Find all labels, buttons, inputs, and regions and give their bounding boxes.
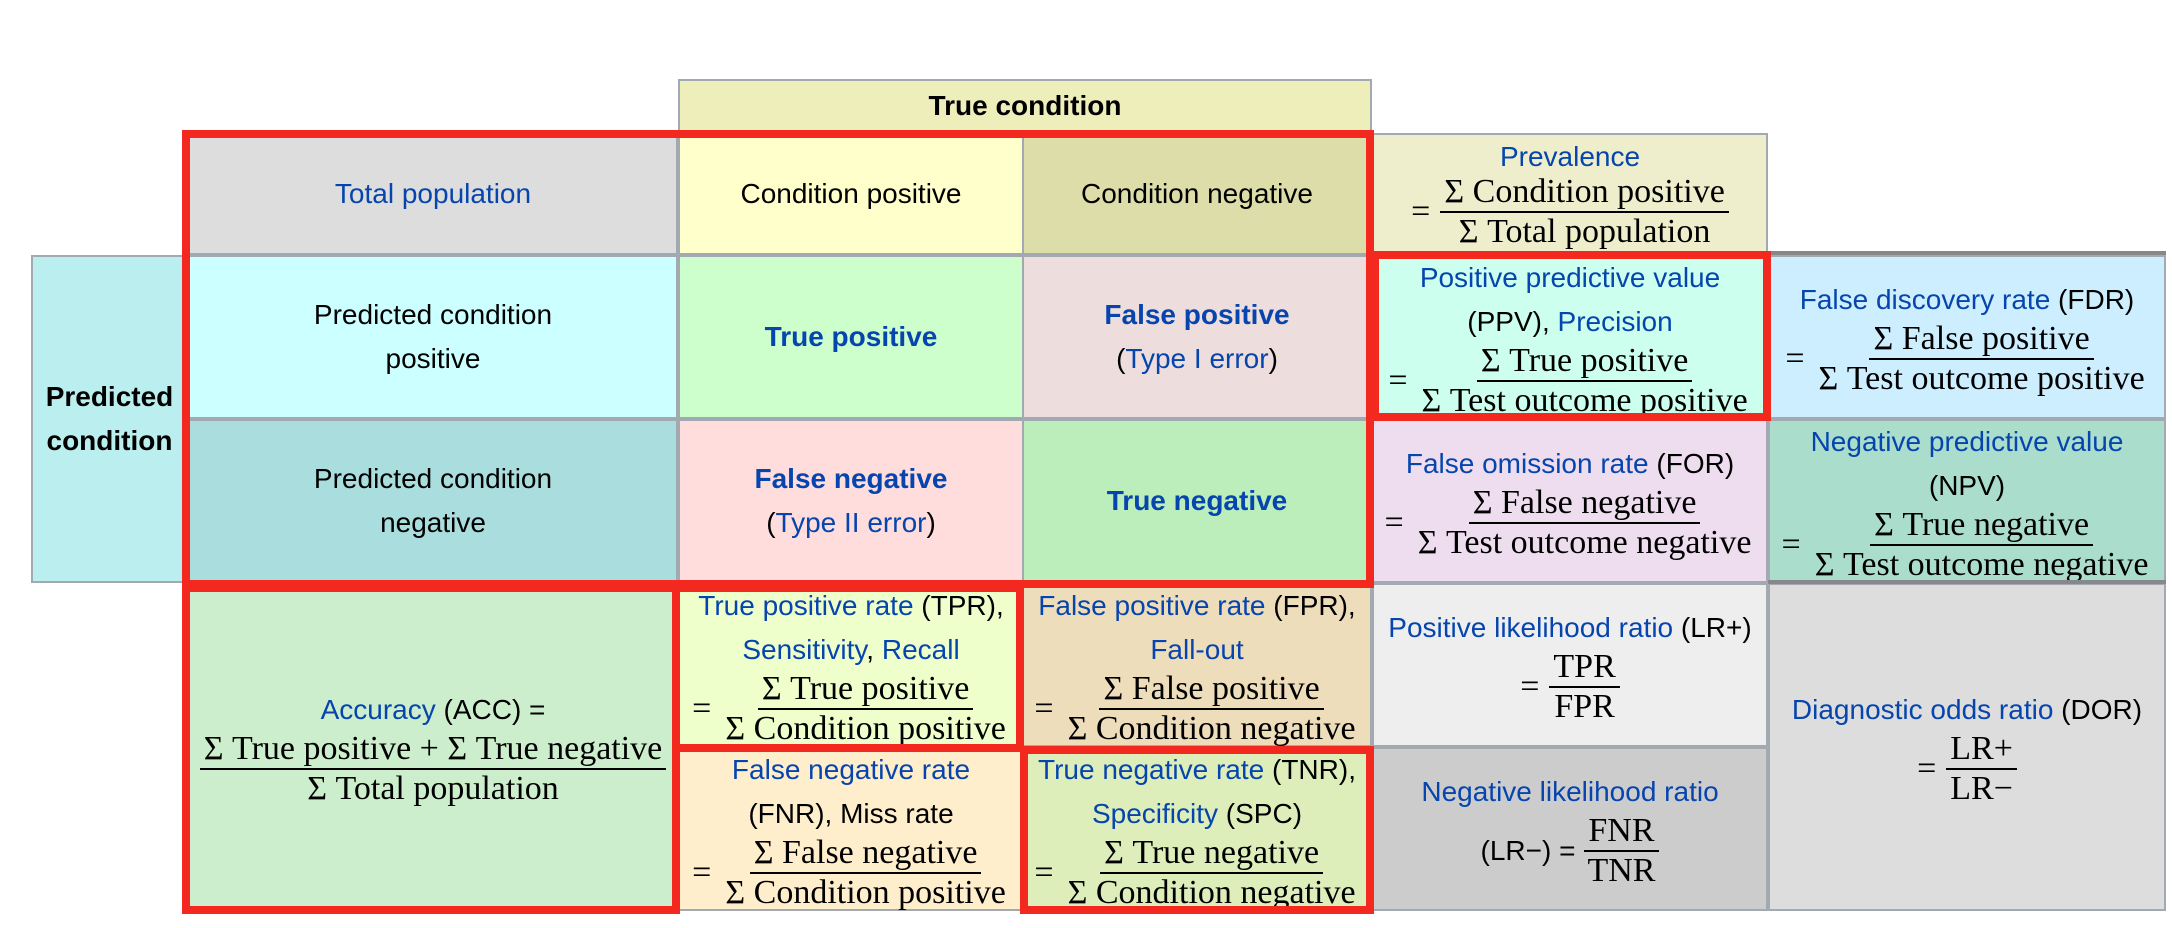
prevalence-cell: Prevalence = Σ Condition positive Σ Tota… xyxy=(1372,133,1768,255)
condition-negative-cell: Condition negative xyxy=(1022,133,1372,255)
lr-positive-link[interactable]: Positive likelihood ratio xyxy=(1388,612,1674,643)
fpr-link[interactable]: False positive rate xyxy=(1038,590,1266,621)
tpr-link[interactable]: True positive rate xyxy=(698,590,914,621)
lr-negative-formula: (LR−) = FNR TNR xyxy=(1481,814,1660,888)
fdr-formula: = Σ False positive Σ Test outcome positi… xyxy=(1785,320,2145,397)
fall-out-link[interactable]: Fall-out xyxy=(1150,634,1244,665)
true-positive-cell[interactable]: True positive xyxy=(678,255,1024,419)
fpr-formula: = Σ False positive Σ Condition negative xyxy=(1034,670,1356,747)
true-negative-cell[interactable]: True negative xyxy=(1022,419,1372,583)
fdr-link[interactable]: False discovery rate xyxy=(1799,284,2051,315)
false-negative-cell: False negative (Type II error) xyxy=(678,419,1024,583)
for-formula: = Σ False negative Σ Test outcome negati… xyxy=(1384,484,1752,561)
true-condition-header: True condition xyxy=(678,79,1372,133)
false-negative-link[interactable]: False negative xyxy=(754,463,948,494)
fnr-formula: = Σ False negative Σ Condition positive xyxy=(692,834,1006,911)
type-ii-error-link[interactable]: Type II error xyxy=(775,507,927,538)
tnr-formula: = Σ True negative Σ Condition negative xyxy=(1034,834,1356,911)
tnr-link[interactable]: True negative rate xyxy=(1038,754,1265,785)
prevalence-formula: = Σ Condition positive Σ Total populatio… xyxy=(1411,175,1729,249)
predicted-positive-cell: Predicted condition positive xyxy=(188,255,678,419)
tnr-cell: True negative rate (TNR), Specificity (S… xyxy=(1022,747,1372,911)
fnr-cell: False negative rate (FNR), Miss rate = Σ… xyxy=(678,747,1024,911)
predicted-negative-cell: Predicted condition negative xyxy=(188,419,678,583)
separator-line xyxy=(1768,251,2166,255)
false-positive-link[interactable]: False positive xyxy=(1104,299,1290,330)
predicted-condition-header: Predicted condition xyxy=(31,255,188,583)
npv-formula: = Σ True negative Σ Test outcome negativ… xyxy=(1781,506,2149,583)
ppv-link[interactable]: Positive predictive value xyxy=(1419,262,1721,293)
specificity-link[interactable]: Specificity xyxy=(1091,798,1219,829)
for-link[interactable]: False omission rate xyxy=(1405,448,1649,479)
tpr-cell: True positive rate (TPR), Sensitivity, R… xyxy=(678,583,1024,747)
fdr-cell: False discovery rate (FDR) = Σ False pos… xyxy=(1768,255,2166,419)
precision-link[interactable]: Precision xyxy=(1557,306,1673,337)
lr-positive-cell: Positive likelihood ratio (LR+) = TPR FP… xyxy=(1372,583,1768,747)
accuracy-formula: Σ True positive + Σ True negative Σ Tota… xyxy=(199,732,667,806)
npv-link[interactable]: Negative predictive value xyxy=(1810,426,2124,457)
total-population-link[interactable]: Total population xyxy=(334,178,532,209)
for-cell: False omission rate (FOR) = Σ False nega… xyxy=(1372,419,1768,583)
type-i-error-link[interactable]: Type I error xyxy=(1125,343,1269,374)
accuracy-link[interactable]: Accuracy xyxy=(320,694,436,725)
accuracy-cell: Accuracy (ACC) = Σ True positive + Σ Tru… xyxy=(188,583,678,911)
dor-cell: Diagnostic odds ratio (DOR) = LR+ LR− xyxy=(1768,583,2166,911)
lr-positive-formula: = TPR FPR xyxy=(1520,650,1620,724)
fnr-link[interactable]: False negative rate xyxy=(731,754,971,785)
npv-cell: Negative predictive value (NPV) = Σ True… xyxy=(1768,419,2166,583)
true-negative-link[interactable]: True negative xyxy=(1106,485,1288,516)
false-positive-cell: False positive (Type I error) xyxy=(1022,255,1372,419)
dor-link[interactable]: Diagnostic odds ratio xyxy=(1791,694,2054,725)
prevalence-link[interactable]: Prevalence xyxy=(1499,141,1641,172)
total-population-cell[interactable]: Total population xyxy=(188,133,678,255)
dor-formula: = LR+ LR− xyxy=(1917,732,2017,806)
separator-line xyxy=(1768,580,2166,584)
ppv-formula: = Σ True positive Σ Test outcome positiv… xyxy=(1388,342,1748,419)
lr-negative-link[interactable]: Negative likelihood ratio xyxy=(1421,776,1719,807)
tpr-formula: = Σ True positive Σ Condition positive xyxy=(692,670,1006,747)
condition-positive-cell: Condition positive xyxy=(678,133,1024,255)
recall-link[interactable]: Recall xyxy=(881,634,960,665)
ppv-cell: Positive predictive value (PPV), Precisi… xyxy=(1372,255,1768,419)
true-positive-link[interactable]: True positive xyxy=(764,321,938,352)
sensitivity-link[interactable]: Sensitivity xyxy=(742,634,867,665)
lr-negative-cell: Negative likelihood ratio (LR−) = FNR TN… xyxy=(1372,747,1768,911)
fpr-cell: False positive rate (FPR), Fall-out = Σ … xyxy=(1022,583,1372,747)
